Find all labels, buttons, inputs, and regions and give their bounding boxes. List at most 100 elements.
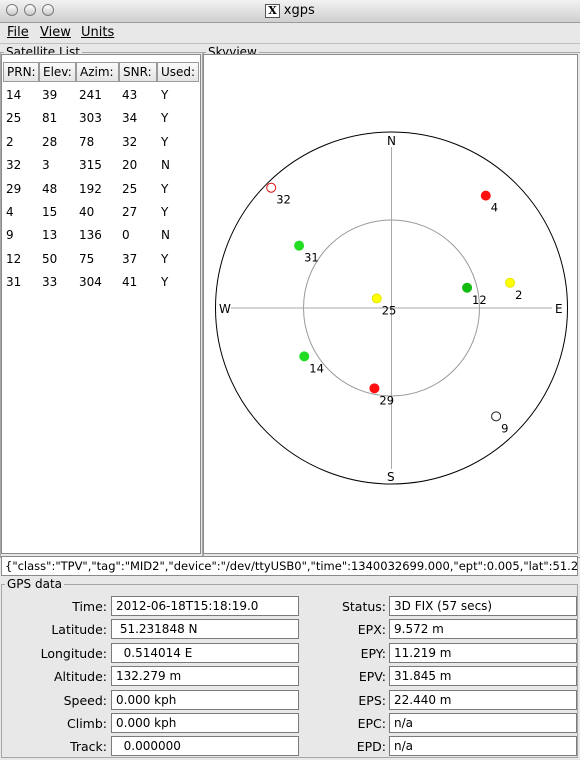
table-cell: 304: [79, 275, 102, 290]
gps-field-label: Status:: [341, 599, 386, 614]
satellite-prn-label: 4: [491, 201, 498, 215]
table-cell: 29: [6, 181, 22, 196]
table-cell: Y: [161, 111, 169, 126]
close-window-button[interactable]: [6, 4, 18, 16]
table-cell: 34: [122, 111, 138, 126]
maximize-window-button[interactable]: [42, 4, 54, 16]
table-cell: 241: [79, 88, 102, 102]
table-cell: 50: [42, 251, 58, 266]
satellite-marker: [371, 293, 382, 304]
satellite-marker: [505, 277, 516, 288]
gps-field-value: 0.000 kph: [111, 689, 299, 710]
table-cell: 41: [122, 275, 138, 290]
satellite-markers: 32 4 31 2 12 25 14 29 9: [266, 182, 522, 435]
gps-field-value: 22.440 m: [389, 689, 577, 710]
column-header-azim[interactable]: Azim:: [76, 62, 119, 82]
gps-field-label: Time:: [72, 599, 107, 614]
table-cell: 31: [6, 275, 22, 290]
gps-field-label: Track:: [70, 739, 107, 755]
gps-data-frame: GPS data Time: 2012-06-18T15:18:19.0 Latit…: [1, 577, 578, 758]
table-row[interactable]: 12 50 75 37 Y: [2, 252, 200, 275]
column-header-elev[interactable]: Elev:: [39, 62, 76, 82]
minimize-window-button[interactable]: [24, 4, 36, 16]
satellite-prn-label: 12: [472, 293, 487, 307]
table-row[interactable]: 25 81 303 34 Y: [2, 111, 200, 134]
table-cell: 28: [42, 134, 58, 149]
satellite-prn-label: 31: [304, 251, 319, 265]
table-cell: 25: [122, 181, 138, 196]
table-row[interactable]: 2 28 78 32 Y: [2, 135, 200, 158]
table-cell: 13: [42, 228, 58, 243]
gps-field-value: 0.000000: [111, 736, 299, 757]
gps-field-value: n/a: [389, 713, 577, 733]
table-cell: 20: [122, 158, 138, 173]
gps-field-value: 31.845 m: [389, 666, 577, 687]
window-title: xgps: [283, 3, 315, 18]
table-cell: 2: [6, 134, 14, 149]
gps-field-value: 3D FIX (57 secs): [389, 596, 577, 616]
table-cell: 4: [6, 205, 14, 219]
satellite-marker: [462, 282, 473, 293]
table-cell: Y: [161, 275, 169, 290]
table-cell: 0: [122, 228, 130, 243]
table-cell: 75: [79, 251, 95, 266]
gps-field-label: EPY:: [360, 645, 386, 661]
menu-units-label: Units: [81, 25, 115, 40]
table-cell: 43: [122, 88, 138, 102]
table-cell: 32: [6, 158, 22, 173]
satellite-marker: [491, 411, 502, 422]
satellite-marker: [369, 383, 380, 394]
gps-field-label: EPC:: [357, 716, 386, 731]
gps-field-value: n/a: [389, 736, 577, 757]
table-row[interactable]: 14 39 241 43 Y: [2, 88, 200, 111]
compass-east-label: E: [555, 302, 563, 316]
gps-field-value: 132.279 m: [111, 666, 299, 687]
menu-view-label: View: [40, 25, 71, 40]
table-row[interactable]: 32 3 315 20 N: [2, 158, 200, 181]
menu-units[interactable]: Units: [81, 25, 114, 40]
gps-field-label: Speed:: [63, 692, 107, 708]
gps-field-label: EPX:: [357, 622, 386, 638]
table-cell: Y: [161, 205, 169, 219]
menu-file-label: File: [7, 25, 29, 40]
gps-field-label: EPV:: [358, 669, 386, 685]
satellite-prn-label: 14: [309, 361, 324, 375]
menu-view[interactable]: View: [40, 25, 71, 40]
table-cell: 315: [79, 158, 102, 173]
column-header-prn[interactable]: PRN:: [3, 62, 39, 82]
satellite-list-table[interactable]: PRN: Elev: Azim: SNR: Used: 14 39 241 43 Y 25…: [1, 54, 201, 554]
table-cell: 303: [79, 111, 102, 126]
table-row[interactable]: 31 33 304 41 Y: [2, 275, 200, 298]
menu-file[interactable]: File: [7, 25, 29, 40]
table-cell: 39: [42, 88, 58, 102]
table-cell: 3: [42, 158, 50, 173]
gps-field-value: 11.219 m: [389, 642, 577, 663]
table-cell: 48: [42, 181, 58, 196]
table-row[interactable]: 9 13 136 0 N: [2, 228, 200, 251]
satellite-prn-label: 32: [276, 193, 291, 207]
table-cell: 27: [122, 205, 138, 219]
table-row[interactable]: 29 48 192 25 Y: [2, 182, 200, 205]
gps-field-label: Longitude:: [40, 645, 107, 661]
gps-field-value: 0.000 kph: [111, 713, 299, 733]
table-cell: 33: [42, 275, 58, 290]
raw-json-output: {"class":"TPV","tag":"MID2","device":"/d…: [1, 556, 578, 576]
table-cell: 136: [79, 228, 102, 243]
column-header-snr[interactable]: SNR:: [119, 62, 157, 82]
table-cell: N: [161, 228, 170, 243]
table-cell: 9: [6, 228, 14, 243]
gps-field-label: Latitude:: [51, 622, 107, 638]
gps-field-label: EPD:: [356, 739, 386, 755]
menubar: File View Units: [0, 23, 580, 44]
column-header-used[interactable]: Used:: [157, 62, 199, 82]
table-row[interactable]: 4 15 40 27 Y: [2, 205, 200, 228]
skyview-plot: N S E W 32 4 31 2 12 25 14 29 9: [215, 131, 568, 485]
gps-field-value: 2012-06-18T15:18:19.0: [111, 596, 299, 616]
gps-field-label: Altitude:: [53, 669, 107, 685]
table-cell: 81: [42, 111, 58, 126]
satellite-prn-label: 9: [501, 421, 508, 435]
table-cell: Y: [161, 88, 169, 102]
compass-west-label: W: [219, 302, 231, 316]
table-cell: 40: [79, 205, 95, 219]
